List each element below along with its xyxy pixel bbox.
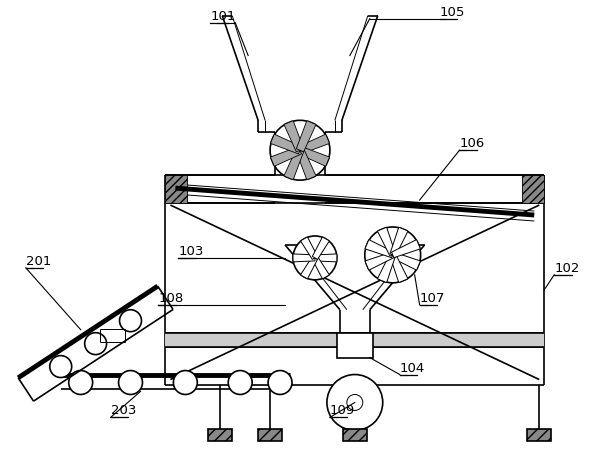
Polygon shape — [300, 237, 318, 259]
Polygon shape — [165, 175, 187, 203]
Polygon shape — [165, 333, 544, 346]
Polygon shape — [284, 148, 303, 180]
Text: 106: 106 — [459, 137, 485, 150]
Circle shape — [173, 370, 198, 395]
Polygon shape — [315, 254, 337, 262]
Circle shape — [270, 120, 330, 180]
Polygon shape — [312, 256, 330, 279]
Text: 203: 203 — [111, 405, 136, 418]
Text: 103: 103 — [178, 245, 203, 258]
Polygon shape — [299, 134, 330, 154]
Polygon shape — [365, 252, 394, 270]
Circle shape — [120, 310, 142, 332]
Circle shape — [268, 370, 292, 395]
Polygon shape — [312, 237, 330, 259]
Circle shape — [347, 395, 363, 410]
Text: 102: 102 — [554, 262, 580, 275]
Polygon shape — [271, 134, 302, 154]
Text: 108: 108 — [158, 292, 184, 305]
Text: 107: 107 — [419, 292, 445, 305]
Circle shape — [327, 374, 383, 430]
Text: 104: 104 — [400, 361, 425, 374]
Circle shape — [365, 227, 421, 283]
Circle shape — [293, 236, 337, 280]
Circle shape — [68, 370, 93, 395]
Text: 101: 101 — [210, 9, 236, 22]
Text: 105: 105 — [440, 6, 465, 18]
Polygon shape — [296, 148, 316, 180]
Polygon shape — [390, 254, 408, 283]
Text: 109: 109 — [330, 405, 355, 418]
Polygon shape — [300, 256, 318, 279]
Bar — [208, 429, 232, 441]
Polygon shape — [271, 147, 302, 166]
Polygon shape — [390, 227, 408, 256]
Polygon shape — [293, 254, 315, 262]
Polygon shape — [284, 121, 303, 152]
Circle shape — [228, 370, 252, 395]
Circle shape — [84, 333, 107, 355]
Polygon shape — [392, 252, 421, 270]
Polygon shape — [299, 147, 330, 166]
Polygon shape — [377, 227, 396, 256]
Polygon shape — [296, 121, 316, 152]
Polygon shape — [522, 175, 544, 203]
Bar — [343, 429, 367, 441]
Circle shape — [50, 356, 72, 378]
Bar — [337, 333, 372, 358]
Bar — [258, 429, 282, 441]
Text: 201: 201 — [26, 255, 51, 268]
Polygon shape — [365, 239, 394, 258]
Polygon shape — [377, 254, 396, 283]
Bar — [527, 429, 551, 441]
Circle shape — [118, 370, 142, 395]
Polygon shape — [392, 239, 421, 258]
